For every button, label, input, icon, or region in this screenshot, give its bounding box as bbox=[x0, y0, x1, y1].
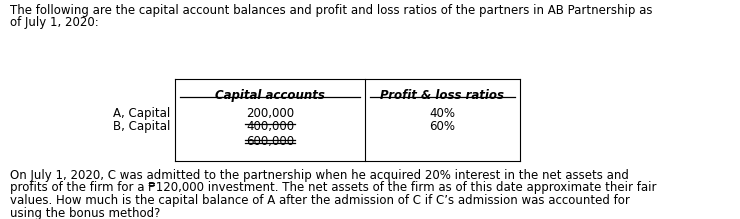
Text: The following are the capital account balances and profit and loss ratios of the: The following are the capital account ba… bbox=[10, 4, 653, 17]
Text: A, Capital: A, Capital bbox=[112, 107, 170, 120]
Text: Capital accounts: Capital accounts bbox=[215, 89, 325, 102]
Text: values. How much is the capital balance of A after the admission of C if C’s adm: values. How much is the capital balance … bbox=[10, 194, 630, 207]
Text: 40%: 40% bbox=[429, 107, 456, 120]
Text: On July 1, 2020, C was admitted to the partnership when he acquired 20% interest: On July 1, 2020, C was admitted to the p… bbox=[10, 169, 629, 182]
Text: B, Capital: B, Capital bbox=[112, 120, 170, 133]
Text: of July 1, 2020:: of July 1, 2020: bbox=[10, 16, 98, 29]
Text: 400,000: 400,000 bbox=[246, 120, 294, 133]
Text: 60%: 60% bbox=[429, 120, 456, 133]
Text: Profit & loss ratios: Profit & loss ratios bbox=[380, 89, 505, 102]
Text: profits of the firm for a ₱120,000 investment. The net assets of the firm as of : profits of the firm for a ₱120,000 inves… bbox=[10, 182, 656, 194]
Text: using the bonus method?: using the bonus method? bbox=[10, 207, 161, 219]
Text: 600,000: 600,000 bbox=[246, 135, 294, 148]
Text: 200,000: 200,000 bbox=[246, 107, 294, 120]
